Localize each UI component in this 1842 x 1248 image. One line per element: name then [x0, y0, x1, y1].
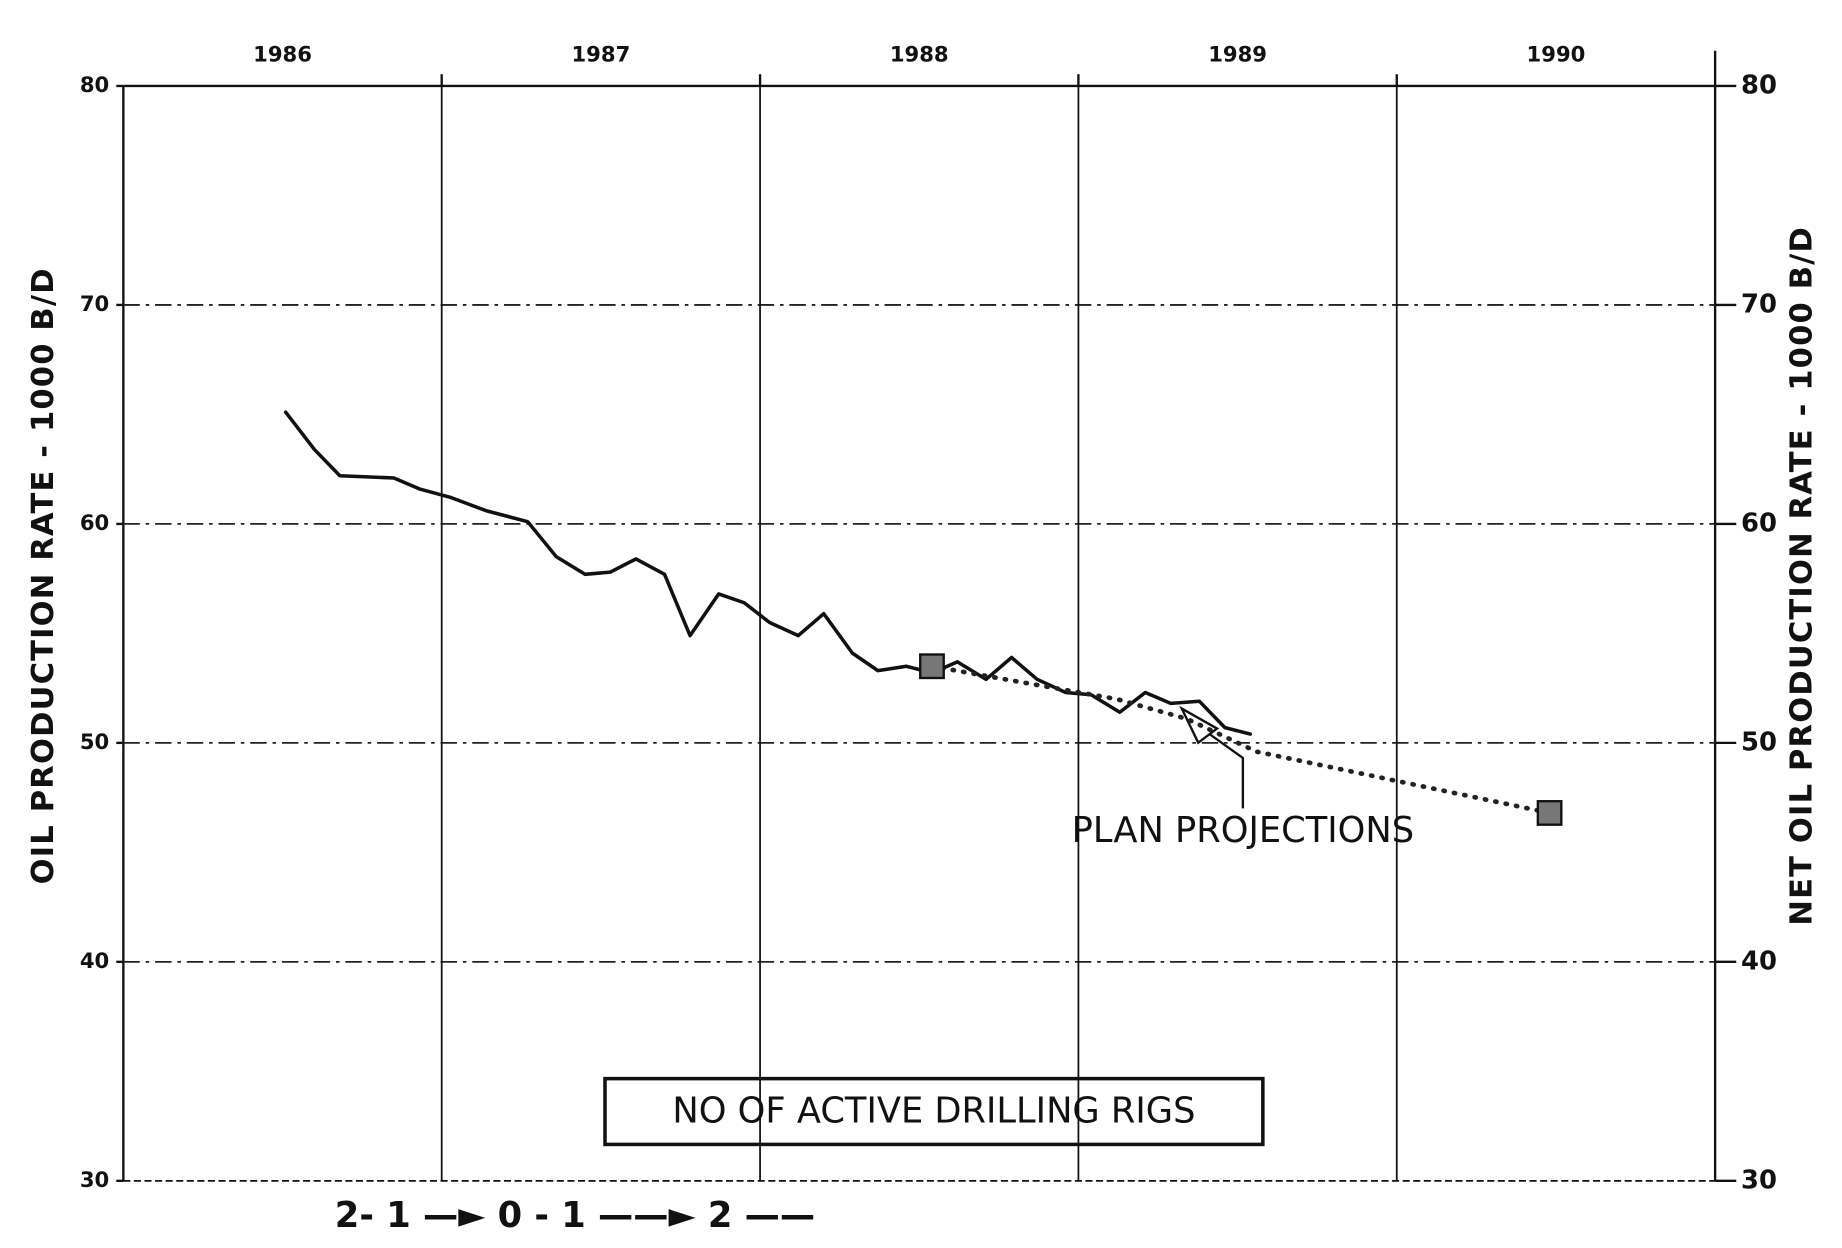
- data-line: [929, 663, 1552, 816]
- rig-counts: 2- 1 —► 0 - 1 ——► 2 ——: [335, 1195, 815, 1236]
- x-tick-label: 1987: [571, 41, 630, 66]
- x-tick-label: 1989: [1208, 41, 1267, 66]
- y-tick-label: 70: [80, 291, 109, 316]
- data-marker: [1536, 800, 1563, 826]
- y2-tick-label: 60: [1741, 508, 1777, 538]
- y-tick-label: 80: [80, 72, 109, 97]
- y-tick-label: 60: [80, 510, 109, 535]
- annotation-box: [603, 1076, 1265, 1147]
- y-tick-label: 40: [80, 948, 109, 973]
- x-tick-label: 1986: [253, 41, 312, 66]
- y2-tick-label: 80: [1741, 70, 1777, 100]
- y2-tick-label: 40: [1741, 946, 1777, 976]
- y2-tick-label: 50: [1741, 727, 1777, 757]
- y2-tick-label: 30: [1741, 1165, 1777, 1195]
- y-tick-label: 30: [80, 1167, 109, 1192]
- data-marker: [919, 653, 945, 680]
- y-axis-label: OIL PRODUCTION RATE - 1000 B/D: [26, 267, 61, 884]
- y-tick-label: 50: [80, 729, 109, 754]
- x-tick-label: 1988: [890, 41, 949, 66]
- x-tick-label: 1990: [1527, 41, 1586, 66]
- data-line: [283, 410, 1253, 736]
- y2-tick-label: 70: [1741, 289, 1777, 319]
- annotation: PLAN PROJECTIONS: [1072, 810, 1414, 851]
- annotation: NO OF ACTIVE DRILLING RIGS: [672, 1091, 1195, 1132]
- y2-axis-label: NET OIL PRODUCTION RATE - 1000 B/D: [1785, 226, 1820, 926]
